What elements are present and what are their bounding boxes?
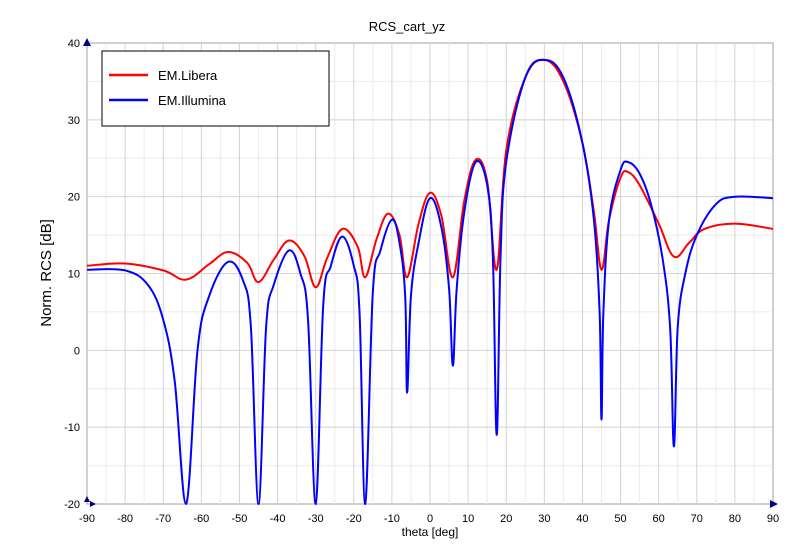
y-tick-label: 10 bbox=[68, 269, 80, 281]
y-axis-title: Norm. RCS [dB] bbox=[38, 219, 55, 327]
origin-arrow-up[interactable] bbox=[84, 496, 90, 502]
x-tick-label: 50 bbox=[614, 513, 626, 525]
x-tick-label: -80 bbox=[117, 513, 133, 525]
x-tick-label: 60 bbox=[653, 513, 665, 525]
y-tick-labels: -20 -10 0 10 20 30 40 bbox=[64, 38, 80, 511]
x-tick-label: -60 bbox=[193, 513, 209, 525]
x-axis-title: theta [deg] bbox=[402, 525, 459, 539]
y-tick-label: 0 bbox=[74, 345, 80, 357]
series-line-illumina bbox=[86, 58, 774, 505]
legend-box bbox=[101, 50, 330, 127]
origin-arrow-right[interactable] bbox=[90, 501, 96, 507]
grid bbox=[87, 43, 773, 504]
y-tick-label: -10 bbox=[64, 422, 80, 434]
x-tick-label: 40 bbox=[576, 513, 588, 525]
y-tick-label: 30 bbox=[68, 115, 80, 127]
x-tick-label: 80 bbox=[729, 513, 741, 525]
x-tick-labels: -90 -80 -70 -60 -50 -40 -30 -20 -10 0 10 20 30 40 50 60… bbox=[79, 513, 779, 525]
y-tick-label: -20 bbox=[64, 499, 80, 511]
x-axis-right-arrow[interactable] bbox=[770, 500, 778, 508]
chart-title: RCS_cart_yz bbox=[369, 19, 446, 34]
x-tick-label: -30 bbox=[308, 513, 324, 525]
legend-label-libera: EM.Libera bbox=[158, 68, 218, 83]
y-tick-label: 20 bbox=[68, 192, 80, 204]
x-tick-label: -20 bbox=[346, 513, 362, 525]
axis-arrows[interactable] bbox=[83, 38, 778, 508]
x-tick-label: -90 bbox=[79, 513, 95, 525]
y-axis-top-arrow[interactable] bbox=[83, 38, 91, 46]
x-tick-label: -40 bbox=[270, 513, 286, 525]
x-tick-label: 70 bbox=[691, 513, 703, 525]
y-tick-label: 40 bbox=[68, 38, 80, 50]
legend: EM.Libera EM.Illumina bbox=[101, 50, 330, 127]
x-tick-label: 10 bbox=[462, 513, 474, 525]
x-tick-label: 0 bbox=[427, 513, 433, 525]
x-tick-label: -70 bbox=[155, 513, 171, 525]
series-lines bbox=[86, 58, 774, 505]
x-tick-label: 30 bbox=[538, 513, 550, 525]
x-tick-label: -10 bbox=[384, 513, 400, 525]
legend-label-illumina: EM.Illumina bbox=[158, 93, 227, 108]
x-tick-label: -50 bbox=[231, 513, 247, 525]
x-tick-label: 90 bbox=[767, 513, 779, 525]
x-tick-label: 20 bbox=[500, 513, 512, 525]
series-line-libera bbox=[86, 58, 774, 289]
